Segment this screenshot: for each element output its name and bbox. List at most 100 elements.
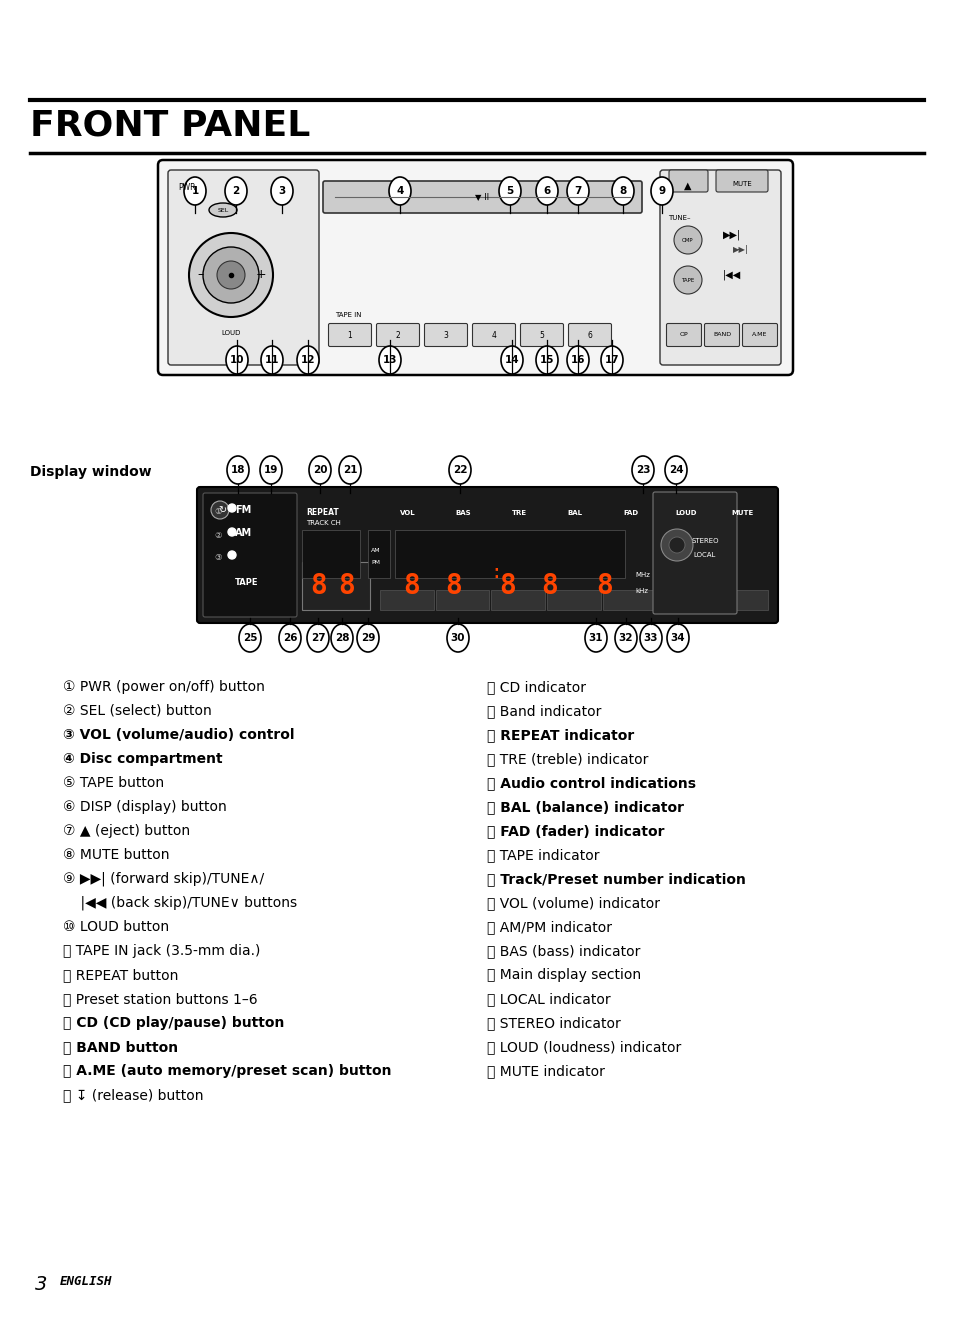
Text: ⑬ Preset station buttons 1–6: ⑬ Preset station buttons 1–6 xyxy=(63,992,257,1006)
FancyBboxPatch shape xyxy=(659,170,781,364)
Text: ㉗ VOL (volume) indicator: ㉗ VOL (volume) indicator xyxy=(486,896,659,910)
FancyBboxPatch shape xyxy=(436,590,489,610)
Text: –: – xyxy=(197,269,204,281)
Text: 25: 25 xyxy=(242,633,257,643)
Ellipse shape xyxy=(184,178,206,205)
Circle shape xyxy=(228,504,235,511)
Text: 28: 28 xyxy=(335,633,349,643)
Text: 3: 3 xyxy=(278,186,285,196)
FancyBboxPatch shape xyxy=(376,323,419,347)
Ellipse shape xyxy=(500,346,522,374)
FancyBboxPatch shape xyxy=(703,323,739,347)
FancyBboxPatch shape xyxy=(328,323,371,347)
Text: ▶▶|: ▶▶| xyxy=(732,245,748,254)
Text: 19: 19 xyxy=(264,465,278,474)
Text: ⑰ ↧ (release) button: ⑰ ↧ (release) button xyxy=(63,1088,203,1102)
FancyBboxPatch shape xyxy=(196,488,778,623)
Ellipse shape xyxy=(612,178,634,205)
Text: ㉑ TRE (treble) indicator: ㉑ TRE (treble) indicator xyxy=(486,753,648,766)
FancyBboxPatch shape xyxy=(368,530,390,578)
Text: OP: OP xyxy=(679,333,688,338)
Text: Display window: Display window xyxy=(30,465,152,480)
Ellipse shape xyxy=(226,346,248,374)
Ellipse shape xyxy=(536,346,558,374)
Text: 31: 31 xyxy=(588,633,602,643)
Text: ㉞ MUTE indicator: ㉞ MUTE indicator xyxy=(486,1064,604,1079)
Text: ⑱ CD indicator: ⑱ CD indicator xyxy=(486,680,585,694)
FancyBboxPatch shape xyxy=(652,492,737,613)
Text: ⑨ ▶▶| (forward skip)/TUNE∧/: ⑨ ▶▶| (forward skip)/TUNE∧/ xyxy=(63,872,264,886)
FancyBboxPatch shape xyxy=(666,323,700,347)
Text: SEL: SEL xyxy=(217,208,229,212)
Text: 4: 4 xyxy=(491,330,496,339)
Text: 7: 7 xyxy=(574,186,581,196)
FancyBboxPatch shape xyxy=(395,530,624,578)
Circle shape xyxy=(203,246,258,303)
Text: BAS: BAS xyxy=(456,510,471,515)
FancyBboxPatch shape xyxy=(323,182,641,213)
FancyBboxPatch shape xyxy=(302,530,359,578)
Ellipse shape xyxy=(225,178,247,205)
Text: TRACK CH: TRACK CH xyxy=(306,519,340,526)
Text: TAPE: TAPE xyxy=(680,277,694,282)
Text: PM: PM xyxy=(371,560,379,564)
Text: MUTE: MUTE xyxy=(731,182,751,187)
Ellipse shape xyxy=(271,178,293,205)
Text: 23: 23 xyxy=(635,465,650,474)
Text: 3: 3 xyxy=(35,1275,48,1295)
Text: ㉚ Main display section: ㉚ Main display section xyxy=(486,969,640,982)
FancyBboxPatch shape xyxy=(716,170,767,192)
Text: FRONT PANEL: FRONT PANEL xyxy=(30,109,310,142)
Text: 11: 11 xyxy=(265,355,279,364)
Ellipse shape xyxy=(639,624,661,652)
FancyBboxPatch shape xyxy=(668,170,707,192)
Text: 8: 8 xyxy=(444,572,461,600)
FancyBboxPatch shape xyxy=(168,170,318,364)
Ellipse shape xyxy=(664,456,686,484)
Ellipse shape xyxy=(600,346,622,374)
Ellipse shape xyxy=(650,178,672,205)
Text: ⑭ CD (CD play/pause) button: ⑭ CD (CD play/pause) button xyxy=(63,1016,284,1030)
Text: 8: 8 xyxy=(337,572,355,600)
FancyBboxPatch shape xyxy=(520,323,563,347)
Ellipse shape xyxy=(239,624,261,652)
Text: ⑫ REPEAT button: ⑫ REPEAT button xyxy=(63,969,178,982)
Text: kHz: kHz xyxy=(635,588,647,594)
Circle shape xyxy=(228,527,235,537)
Text: ⑪ TAPE IN jack (3.5-mm dia.): ⑪ TAPE IN jack (3.5-mm dia.) xyxy=(63,943,260,958)
Text: :: : xyxy=(490,563,501,582)
Text: ⑲ Band indicator: ⑲ Band indicator xyxy=(486,704,600,718)
Text: PWR: PWR xyxy=(178,183,195,192)
Text: BAND: BAND xyxy=(712,333,730,338)
Text: ② SEL (select) button: ② SEL (select) button xyxy=(63,704,212,718)
Text: STEREO: STEREO xyxy=(691,538,718,545)
Text: ③ VOL (volume/audio) control: ③ VOL (volume/audio) control xyxy=(63,727,294,742)
Text: 5: 5 xyxy=(506,186,513,196)
Text: ㉛ LOCAL indicator: ㉛ LOCAL indicator xyxy=(486,992,610,1006)
Circle shape xyxy=(211,501,229,519)
Text: 29: 29 xyxy=(360,633,375,643)
Text: VOL: VOL xyxy=(399,510,416,515)
Ellipse shape xyxy=(356,624,378,652)
Text: 8: 8 xyxy=(618,186,626,196)
Text: 26: 26 xyxy=(282,633,297,643)
Text: ENGLISH: ENGLISH xyxy=(60,1275,112,1288)
Text: 15: 15 xyxy=(539,355,554,364)
Text: ▲: ▲ xyxy=(683,182,691,191)
Text: ⑳ REPEAT indicator: ⑳ REPEAT indicator xyxy=(486,727,634,742)
FancyBboxPatch shape xyxy=(491,590,544,610)
Ellipse shape xyxy=(261,346,283,374)
Ellipse shape xyxy=(498,178,520,205)
Ellipse shape xyxy=(584,624,606,652)
Text: REPEAT: REPEAT xyxy=(306,507,338,517)
Text: |◀◀ (back skip)/TUNE∨ buttons: |◀◀ (back skip)/TUNE∨ buttons xyxy=(63,896,296,910)
Text: ①: ① xyxy=(213,506,221,515)
Text: ⑦ ▲ (eject) button: ⑦ ▲ (eject) button xyxy=(63,824,190,837)
FancyBboxPatch shape xyxy=(547,590,600,610)
Text: ▶▶|: ▶▶| xyxy=(722,231,740,241)
Ellipse shape xyxy=(309,456,331,484)
Ellipse shape xyxy=(447,624,469,652)
Text: LOCAL: LOCAL xyxy=(693,553,716,558)
Text: ㉙ BAS (bass) indicator: ㉙ BAS (bass) indicator xyxy=(486,943,639,958)
Ellipse shape xyxy=(307,624,329,652)
